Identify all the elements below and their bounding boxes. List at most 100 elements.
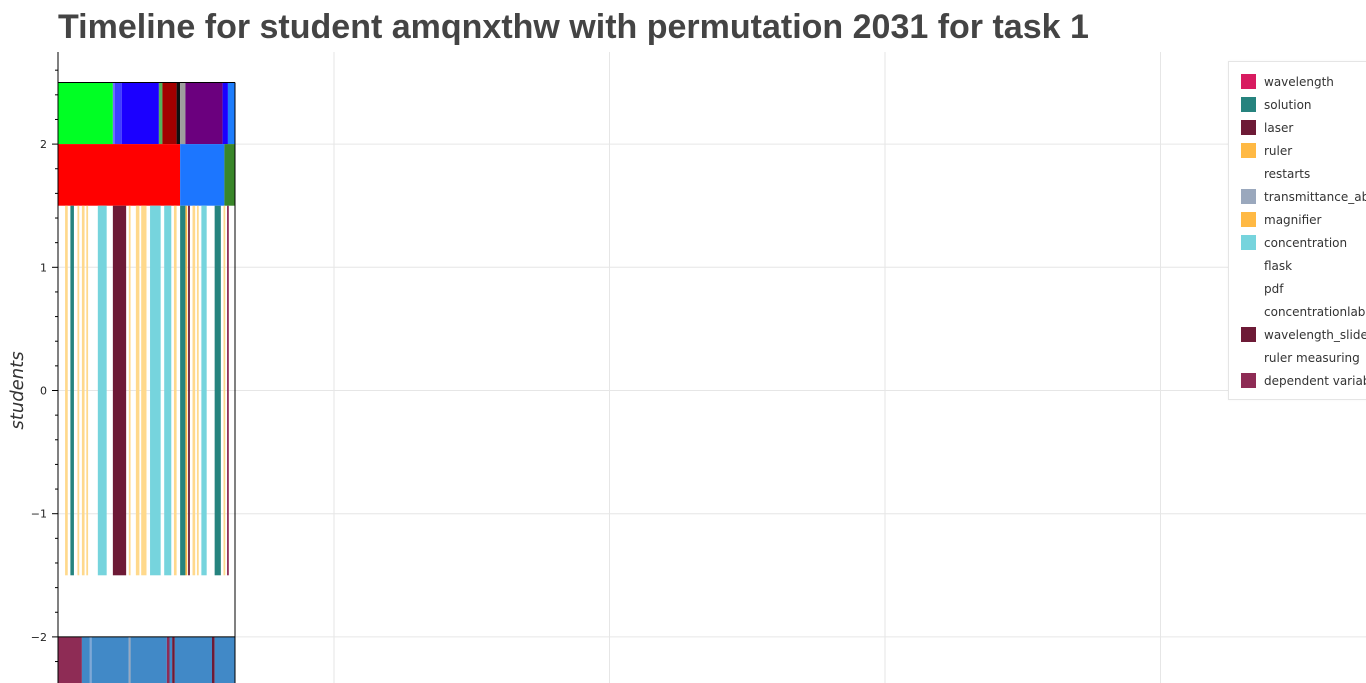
- timeline-segment[interactable]: [214, 636, 235, 683]
- timeline-segment[interactable]: [91, 636, 129, 683]
- chart-legend[interactable]: wavelength solution laser ruler restarts tran…: [1228, 61, 1366, 400]
- y-axis-label: students: [7, 351, 28, 429]
- timeline-segment[interactable]: [58, 82, 113, 145]
- legend-swatch: [1241, 97, 1256, 112]
- legend-label: wavelength_slider: [1264, 327, 1366, 342]
- legend-swatch: [1241, 235, 1256, 250]
- timeline-segment[interactable]: [97, 205, 107, 576]
- timeline-segment[interactable]: [180, 144, 225, 206]
- timeline-segment[interactable]: [185, 205, 188, 576]
- timeline-segment[interactable]: [188, 205, 190, 576]
- timeline-segment[interactable]: [112, 82, 115, 145]
- timeline-segment[interactable]: [81, 205, 85, 576]
- timeline-segment[interactable]: [223, 205, 226, 576]
- timeline-segment[interactable]: [128, 205, 131, 576]
- legend-item[interactable]: concentration: [1229, 231, 1366, 254]
- legend-swatch: [1241, 120, 1256, 135]
- legend-item[interactable]: laser: [1229, 116, 1366, 139]
- legend-label: flask: [1264, 258, 1293, 273]
- legend-swatch: [1241, 304, 1256, 319]
- legend-swatch: [1241, 189, 1256, 204]
- timeline-segment[interactable]: [214, 205, 221, 576]
- legend-swatch: [1241, 166, 1256, 181]
- timeline-segment[interactable]: [201, 205, 207, 576]
- timeline-segment[interactable]: [130, 636, 167, 683]
- timeline-segment[interactable]: [224, 144, 235, 206]
- y-tick-label: 1: [40, 261, 47, 274]
- timeline-segment[interactable]: [121, 82, 159, 145]
- legend-label: magnifier: [1264, 212, 1322, 227]
- timeline-segment[interactable]: [185, 82, 223, 145]
- legend-swatch: [1241, 327, 1256, 342]
- legend-label: transmittance_abs: [1264, 189, 1366, 204]
- timeline-segment[interactable]: [58, 636, 82, 683]
- legend-swatch: [1241, 258, 1256, 273]
- legend-label: wavelength: [1264, 74, 1334, 89]
- timeline-segment[interactable]: [135, 205, 140, 576]
- timeline-segment[interactable]: [176, 82, 181, 145]
- timeline-segment[interactable]: [70, 205, 74, 576]
- timeline-segment[interactable]: [227, 205, 229, 576]
- legend-label: ruler measuring: [1264, 350, 1360, 365]
- timeline-segment[interactable]: [141, 205, 147, 576]
- legend-item[interactable]: ruler: [1229, 139, 1366, 162]
- chart-title: Timeline for student amqnxthw with permu…: [58, 8, 1089, 46]
- y-tick-label: −1: [31, 508, 47, 521]
- legend-item[interactable]: solution: [1229, 93, 1366, 116]
- timeline-segment[interactable]: [169, 636, 173, 683]
- timeline-segment[interactable]: [180, 205, 186, 576]
- legend-item[interactable]: pdf: [1229, 277, 1366, 300]
- timeline-segment[interactable]: [65, 205, 68, 576]
- legend-label: pdf: [1264, 281, 1284, 296]
- legend-swatch: [1241, 350, 1256, 365]
- legend-item[interactable]: wavelength: [1229, 70, 1366, 93]
- legend-item[interactable]: transmittance_abs: [1229, 185, 1366, 208]
- timeline-segment[interactable]: [58, 144, 181, 206]
- legend-item[interactable]: wavelength_slider: [1229, 323, 1366, 346]
- timeline-segment[interactable]: [173, 205, 177, 576]
- timeline-segment[interactable]: [150, 205, 161, 576]
- legend-item[interactable]: flask: [1229, 254, 1366, 277]
- timeline-segment[interactable]: [164, 205, 172, 576]
- timeline-segment[interactable]: [211, 636, 215, 683]
- timeline-segment[interactable]: [222, 82, 228, 145]
- timeline-segment[interactable]: [89, 636, 92, 683]
- legend-label: laser: [1264, 120, 1294, 135]
- legend-label: restarts: [1264, 166, 1311, 181]
- y-tick-label: 0: [40, 385, 47, 398]
- timeline-segment[interactable]: [174, 636, 212, 683]
- legend-label: concentration: [1264, 235, 1348, 250]
- legend-swatch: [1241, 143, 1256, 158]
- legend-label: solution: [1264, 97, 1312, 112]
- y-tick-label: −2: [31, 631, 47, 644]
- legend-label: dependent variable: [1264, 373, 1366, 388]
- legend-item[interactable]: magnifier: [1229, 208, 1366, 231]
- legend-item[interactable]: restarts: [1229, 162, 1366, 185]
- legend-swatch: [1241, 212, 1256, 227]
- legend-swatch: [1241, 281, 1256, 296]
- timeline-segment[interactable]: [86, 205, 89, 576]
- timeline-segment[interactable]: [112, 205, 127, 576]
- timeline-segment[interactable]: [180, 82, 186, 145]
- timeline-segment[interactable]: [166, 636, 170, 683]
- legend-swatch: [1241, 74, 1256, 89]
- timeline-segment[interactable]: [227, 82, 235, 145]
- timeline-segment[interactable]: [114, 82, 122, 145]
- legend-item[interactable]: concentrationlab: [1229, 300, 1366, 323]
- timeline-segment[interactable]: [81, 636, 90, 683]
- y-tick-label: 2: [40, 138, 47, 151]
- legend-item[interactable]: ruler measuring: [1229, 346, 1366, 369]
- timeline-segment[interactable]: [158, 82, 163, 145]
- timeline-segment[interactable]: [196, 205, 199, 576]
- timeline-segment[interactable]: [162, 82, 177, 145]
- legend-item[interactable]: dependent variable: [1229, 369, 1366, 392]
- legend-label: concentrationlab: [1264, 304, 1366, 319]
- legend-swatch: [1241, 373, 1256, 388]
- timeline-segment[interactable]: [77, 205, 80, 576]
- timeline-segment[interactable]: [172, 636, 175, 683]
- timeline-segment[interactable]: [128, 636, 131, 683]
- legend-label: ruler: [1264, 143, 1293, 158]
- timeline-segment[interactable]: [192, 205, 196, 576]
